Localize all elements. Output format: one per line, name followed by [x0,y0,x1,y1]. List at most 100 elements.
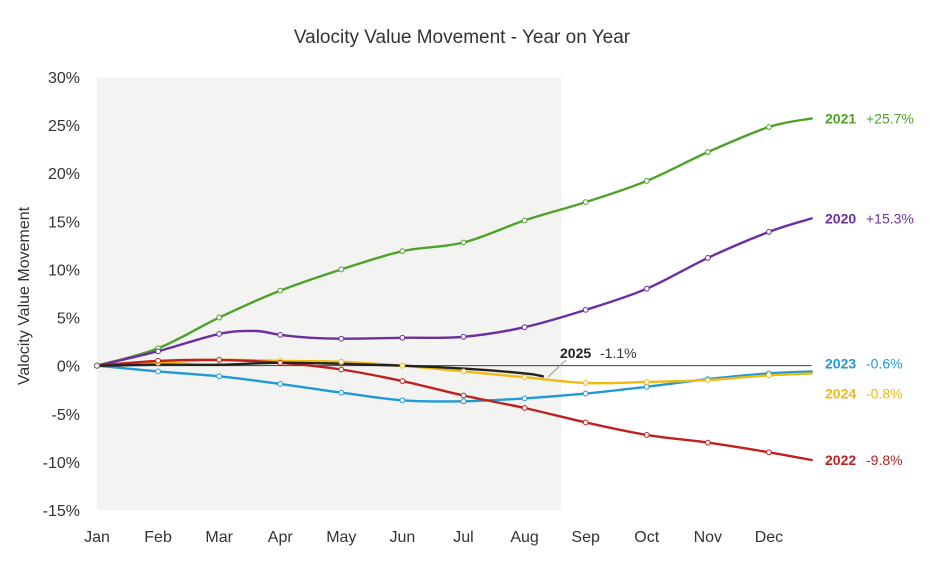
end-label-year: 2023 [825,355,856,371]
data-point-2023 [460,398,467,405]
data-point-2024 [338,358,345,365]
y-tick-label: 15% [48,214,80,231]
x-tick-label: Apr [268,529,294,546]
data-point-2020 [704,254,711,261]
end-label-year: 2024 [825,385,856,401]
y-axis-ticks: 30% 25% 20% 15% 10% 5% 0% -5% -10% -15% [43,70,80,520]
data-point-2020 [766,229,772,235]
end-label-2024: 2024 -0.8% [825,385,903,401]
data-point-2022 [460,392,467,399]
y-tick-label: 20% [48,166,80,183]
data-point-2021 [399,248,406,255]
x-tick-label: Mar [205,529,233,546]
data-point-2024 [460,368,467,375]
data-point-2024 [643,379,650,385]
x-tick-label: Nov [694,529,722,546]
series-2025-callout: 2025 -1.1% [93,345,637,378]
data-point-2023 [277,381,284,387]
data-point-2023 [643,383,650,390]
data-point-2023 [582,390,589,397]
origin-marker [93,362,101,369]
y-tick-label: 0% [57,359,80,376]
end-label-year: 2022 [825,452,856,468]
data-point-2022 [643,432,650,438]
data-point-2022 [582,419,589,426]
data-point-2021 [582,199,589,205]
callout-value: -1.1% [600,345,637,361]
callout-leader-line [547,359,567,378]
data-point-2022 [704,439,711,446]
end-label-value: +15.3% [866,210,914,226]
data-point-2020 [155,348,161,355]
data-point-2021 [643,178,650,184]
data-point-2022 [277,359,284,366]
x-tick-label: Jan [84,529,110,546]
data-point-2021 [521,217,528,224]
x-tick-label: May [326,529,356,546]
end-label-value: -0.8% [866,385,903,401]
x-tick-label: Jul [453,529,473,546]
data-point-2022 [155,357,161,364]
y-tick-label: 30% [48,70,80,87]
data-point-2022 [216,356,223,363]
data-point-2022 [766,449,772,456]
end-label-2020: 2020 +15.3% [825,210,914,226]
data-point-2021 [338,266,345,273]
y-tick-label: -10% [43,455,80,472]
data-point-2021 [766,124,772,130]
x-tick-label: Sep [571,529,600,546]
x-tick-label: Dec [755,529,783,546]
end-label-year: 2020 [825,210,856,226]
end-label-2021: 2021 +25.7% [825,110,914,126]
data-point-2020 [643,285,650,292]
data-point-2020 [582,306,589,313]
data-point-2024 [704,377,711,384]
y-tick-label: 5% [57,311,80,328]
data-point-2020 [521,324,528,331]
data-point-2023 [216,373,223,380]
y-tick-label: -5% [52,407,80,424]
callout-year: 2025 [560,345,591,361]
data-point-2024 [766,372,772,379]
data-point-2024 [582,380,589,386]
end-label-2022: 2022 -9.8% [825,452,903,468]
x-tick-label: Feb [144,529,172,546]
data-point-2022 [521,405,528,411]
chart-title: Valocity Value Movement - Year on Year [294,27,631,48]
end-label-year: 2021 [825,110,856,126]
y-tick-label: 25% [48,118,80,135]
end-label-2023: 2023 -0.6% [825,355,903,371]
data-point-2020 [216,331,223,337]
highlighted-period-region [97,77,562,510]
series-line-2020 [95,217,813,367]
x-tick-label: Aug [510,529,538,546]
end-label-value: +25.7% [866,110,914,126]
data-point-2023 [338,389,345,396]
data-point-2023 [155,368,161,375]
data-point-2021 [216,314,223,321]
y-tick-label: -15% [43,503,80,520]
x-axis-ticks: Jan Feb Mar Apr May Jun Jul Aug Sep Oct Nov Dec [84,529,783,546]
x-tick-label: Oct [634,529,659,546]
y-tick-label: 10% [48,262,80,279]
data-point-2022 [399,378,406,384]
data-point-2020 [399,334,406,341]
data-point-2024 [521,374,528,381]
x-tick-label: Jun [390,529,416,546]
end-label-value: -0.6% [866,355,903,371]
series-end-labels: 2021 +25.7%2020 +15.3%2023 -0.6%2024 -0.8%20… [825,110,914,468]
data-point-2021 [704,149,711,155]
data-point-2022 [338,366,345,373]
data-point-2021 [460,239,467,246]
data-point-2021 [277,287,284,294]
y-axis-label: Valocity Value Movement [16,206,33,385]
data-point-2020 [277,331,284,338]
end-label-value: -9.8% [866,452,903,468]
data-point-2024 [399,362,406,369]
data-point-2023 [399,397,406,404]
data-point-2023 [521,395,528,402]
data-point-2020 [338,335,345,342]
data-point-2020 [460,333,467,340]
